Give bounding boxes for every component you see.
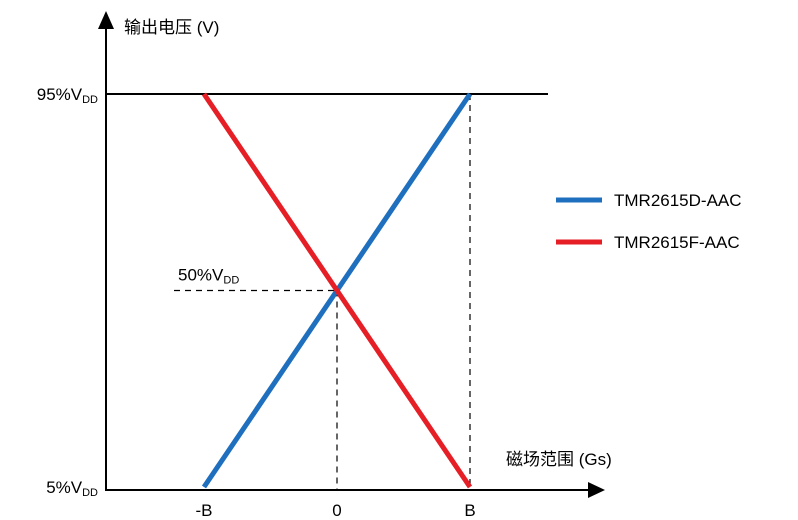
x-axis-arrow-icon [588, 482, 605, 498]
series-line-2 [201, 92, 473, 489]
x-tick-labels: -B 0 B [196, 501, 476, 520]
annotation: 50%VDD [178, 266, 239, 287]
x-tick-label: 0 [332, 501, 341, 520]
annotation-label: 50%VDD [178, 266, 239, 287]
y-axis-label: 输出电压 (V) [124, 18, 219, 37]
x-axis-label: 磁场范围 (Gs) [506, 450, 612, 469]
y-tick-labels: 95%VDD 5%VDD [37, 85, 98, 499]
legend-label: TMR2615F-AAC [614, 233, 740, 252]
series-lines [201, 92, 473, 489]
legend: TMR2615D-AAC TMR2615F-AAC [556, 191, 742, 252]
legend-label: TMR2615D-AAC [614, 191, 742, 210]
axes [98, 11, 605, 498]
y-axis-arrow-icon [98, 11, 114, 29]
guide-lines [174, 94, 471, 490]
y-tick-label: 95%VDD [37, 85, 98, 106]
x-tick-label: B [464, 501, 475, 520]
y-tick-label: 5%VDD [46, 478, 98, 499]
x-tick-label: -B [196, 501, 213, 520]
